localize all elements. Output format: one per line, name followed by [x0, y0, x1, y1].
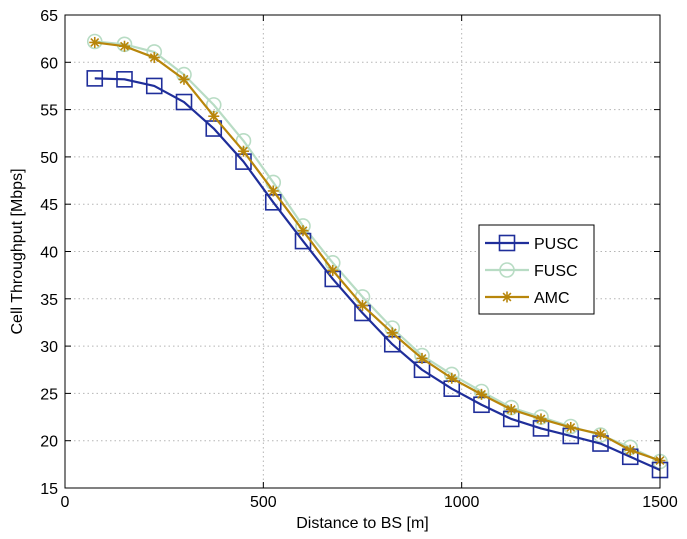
legend-marker-pusc: [498, 234, 516, 252]
data-point-amc: [446, 372, 458, 384]
data-point-amc: [119, 40, 130, 52]
data-point-amc: [565, 421, 577, 433]
data-point-pusc: [86, 70, 104, 87]
legend-item-pusc: PUSC: [485, 234, 578, 253]
x-tick-label: 1000: [444, 494, 480, 511]
y-tick-label: 50: [40, 150, 58, 167]
legend: PUSC FUSC AMC: [478, 224, 595, 315]
y-tick-label: 55: [40, 103, 58, 120]
data-point-amc: [505, 403, 517, 415]
y-tick-label: 25: [40, 386, 58, 403]
series-line-pusc: [94, 77, 661, 472]
data-point-pusc: [116, 71, 133, 88]
y-tick-label: 30: [40, 339, 58, 356]
legend-item-amc: AMC: [485, 290, 570, 307]
axis-ticks: 0 500 1000 1500 15 20 25 30 35 40 45 50 55 60 65: [40, 8, 678, 511]
legend-marker-fusc: [499, 262, 515, 278]
data-point-amc: [267, 185, 279, 197]
plot-area: [86, 33, 669, 479]
series-line-amc: [94, 41, 661, 462]
data-point-fusc: [86, 33, 103, 50]
x-tick-label: 1500: [642, 494, 678, 511]
y-tick-label: 15: [40, 481, 58, 498]
data-point-amc: [208, 110, 220, 122]
x-tick-label: 0: [61, 494, 70, 511]
data-point-amc: [89, 36, 101, 48]
y-tick-label: 60: [40, 55, 58, 72]
legend-item-fusc: FUSC: [485, 262, 578, 280]
y-tick-label: 20: [40, 434, 58, 451]
series-amc: [89, 36, 666, 467]
data-point-amc: [297, 225, 309, 237]
data-point-amc: [148, 52, 160, 64]
y-tick-label: 35: [40, 292, 58, 309]
x-tick-label: 500: [250, 494, 277, 511]
data-point-amc: [238, 145, 249, 157]
data-point-amc: [357, 299, 368, 311]
legend-label-fusc: FUSC: [534, 263, 578, 280]
data-point-amc: [416, 352, 428, 364]
data-point-pusc: [175, 93, 193, 111]
y-tick-label: 65: [40, 8, 58, 25]
data-point-amc: [178, 73, 190, 85]
legend-label-amc: AMC: [534, 290, 570, 307]
data-point-amc: [595, 428, 606, 440]
data-point-amc: [476, 388, 487, 400]
data-point-pusc: [145, 77, 163, 95]
data-point-amc: [624, 444, 636, 456]
data-point-amc: [535, 413, 547, 425]
data-point-amc: [386, 327, 398, 339]
legend-label-pusc: PUSC: [534, 236, 578, 253]
data-point-fusc: [592, 427, 609, 443]
y-tick-label: 45: [40, 197, 58, 214]
y-axis-label: Cell Throughput [Mbps]: [9, 168, 26, 334]
legend-marker-amc: [501, 291, 513, 303]
data-point-amc: [327, 264, 339, 276]
grid: [65, 15, 660, 488]
x-axis-label: Distance to BS [m]: [296, 515, 429, 532]
y-tick-label: 40: [40, 245, 58, 262]
